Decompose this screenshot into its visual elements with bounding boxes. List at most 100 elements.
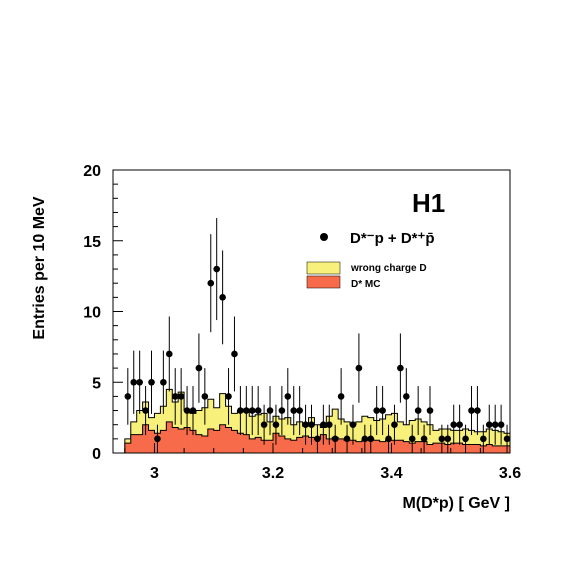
mc-bin <box>278 436 286 453</box>
data-point <box>337 393 345 400</box>
mc-bin <box>178 428 185 453</box>
mc-bin <box>474 444 481 453</box>
data-point <box>403 393 410 400</box>
data-point <box>355 364 363 372</box>
data-point <box>361 435 369 443</box>
y-axis-title: Entries per 10 MeV <box>31 196 48 340</box>
y-tick-label: 15 <box>83 234 101 251</box>
mc-bin <box>231 430 238 453</box>
mc-bin <box>492 445 499 453</box>
data-point <box>302 421 309 429</box>
mc-bin <box>207 428 215 453</box>
wrong-charge-bin <box>284 417 292 453</box>
mc-bin <box>350 440 357 453</box>
data-point <box>420 435 428 443</box>
data-point <box>331 435 339 443</box>
mc-bin <box>148 430 155 453</box>
wrong-charge-bin <box>219 393 226 453</box>
data-point <box>237 407 244 414</box>
data-point <box>497 421 505 429</box>
mc-bin <box>255 437 262 453</box>
x-tick-label: 3.2 <box>262 465 284 482</box>
data-point <box>136 378 143 386</box>
data-point <box>397 364 404 372</box>
mc-bin <box>136 434 143 453</box>
mc-bin <box>190 430 197 453</box>
data-point <box>243 407 250 414</box>
data-point <box>160 378 167 386</box>
data-point <box>165 350 173 358</box>
y-axis: 0 5 10 15 20 <box>83 163 123 463</box>
mc-bin <box>213 430 220 453</box>
data-point <box>130 378 138 386</box>
data-point <box>219 294 226 301</box>
wrong-charge-bin <box>373 420 380 453</box>
legend-wrong-charge-swatch <box>306 261 341 275</box>
data-point <box>385 435 392 443</box>
mc-bin <box>338 438 345 453</box>
legend: D*⁻p + D*⁺p̄ wrong charge D D* MC <box>306 230 435 290</box>
mc-bin <box>249 438 256 453</box>
data-point <box>272 421 280 429</box>
data-point <box>426 407 434 414</box>
data-point <box>379 407 386 414</box>
data-point <box>142 407 149 414</box>
wrong-charge-bin <box>338 419 345 453</box>
mc-bin <box>237 433 244 453</box>
data-point <box>314 435 321 443</box>
wrong-charge-bin <box>267 421 274 453</box>
mc-bin <box>391 440 398 453</box>
data-point <box>438 435 446 443</box>
mc-bin <box>468 444 475 453</box>
mc-bin <box>225 427 232 453</box>
data-point <box>349 421 357 429</box>
wrong-charge-bin <box>432 430 440 453</box>
data-point <box>189 407 197 414</box>
data-point <box>325 421 333 429</box>
mc-bin <box>290 440 297 453</box>
mc-bin <box>296 437 303 453</box>
mc-bin <box>415 441 422 453</box>
wrong-charge-bin <box>468 430 475 453</box>
wrong-charge-bin <box>201 407 209 453</box>
legend-wrong-charge-label: wrong charge D <box>350 263 427 274</box>
x-axis-title: M(D*p) [ GeV ] <box>402 495 510 512</box>
data-point <box>124 393 132 400</box>
data-point <box>254 407 262 414</box>
mc-bin <box>379 441 386 453</box>
mc-bin <box>124 443 132 453</box>
mc-bin <box>261 440 268 453</box>
x-tick-label: 3.6 <box>499 465 521 482</box>
legend-data-marker <box>320 233 328 241</box>
data-point <box>485 421 493 429</box>
data-point <box>391 421 398 429</box>
wrong-charge-bin <box>397 421 404 453</box>
mc-bin <box>308 437 315 453</box>
mc-bin <box>184 427 191 453</box>
data-point <box>266 407 274 414</box>
data-point <box>183 407 191 414</box>
x-tick-label: 3.4 <box>380 465 402 482</box>
data-point <box>480 435 487 443</box>
mc-bin <box>267 440 274 453</box>
mc-bin <box>355 441 363 453</box>
data-point <box>320 421 327 429</box>
x-tick-label: 3 <box>150 465 159 482</box>
data-point <box>373 407 380 414</box>
legend-mc-label: D* MC <box>351 279 380 290</box>
wrong-charge-bin <box>160 406 167 453</box>
data-point <box>154 435 161 443</box>
data-point <box>367 435 375 443</box>
data-point <box>414 407 422 414</box>
mc-bin <box>166 421 173 453</box>
data-point <box>444 435 452 443</box>
data-point <box>201 393 209 400</box>
mc-bin <box>456 443 463 453</box>
data-point <box>207 279 215 287</box>
wrong-charge-bin <box>403 424 410 453</box>
mc-bin <box>284 438 292 453</box>
wrong-charge-bin <box>379 419 386 453</box>
mc-bin <box>219 424 226 453</box>
data-point <box>284 393 292 400</box>
